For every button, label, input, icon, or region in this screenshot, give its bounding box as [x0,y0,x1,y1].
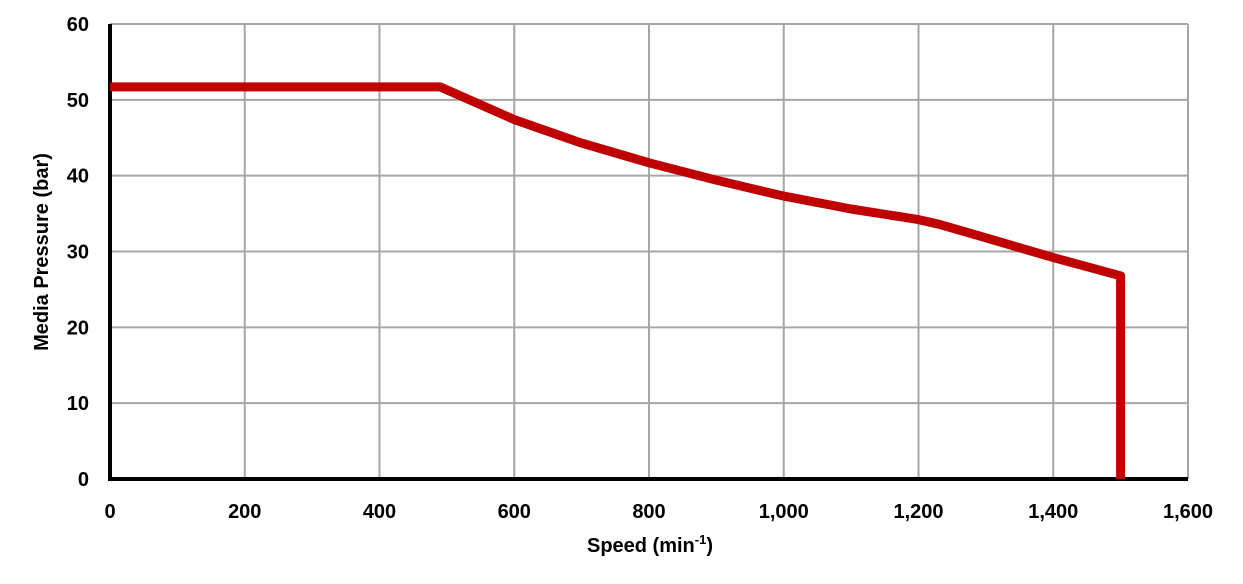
x-tick-labels: 0 200 400 600 800 1,000 1,200 1,400 1,600 [104,501,1213,523]
y-tick-label: 20 [67,317,89,339]
x-tick-label: 400 [363,501,396,523]
y-tick-label: 0 [78,469,89,491]
x-tick-label: 0 [104,501,115,523]
x-tick-label: 800 [632,501,665,523]
axes [108,24,1188,481]
x-tick-label: 600 [498,501,531,523]
y-tick-label: 40 [67,166,89,188]
y-tick-label: 50 [67,90,89,112]
y-axis-title: Media Pressure (bar) [31,153,53,351]
series-line [110,82,1126,479]
y-tick-labels: 0 10 20 30 40 50 60 [67,14,89,491]
x-tick-label: 1,000 [759,501,809,523]
x-tick-label: 1,600 [1163,501,1213,523]
y-tick-label: 60 [67,14,89,36]
x-tick-label: 1,400 [1028,501,1078,523]
x-tick-label: 1,200 [893,501,943,523]
x-axis-title: Speed (min-1) [587,532,713,557]
y-tick-label: 30 [67,242,89,264]
data-series [110,82,1126,479]
x-tick-label: 200 [228,501,261,523]
y-tick-label: 10 [67,393,89,415]
gridlines [110,23,1189,479]
